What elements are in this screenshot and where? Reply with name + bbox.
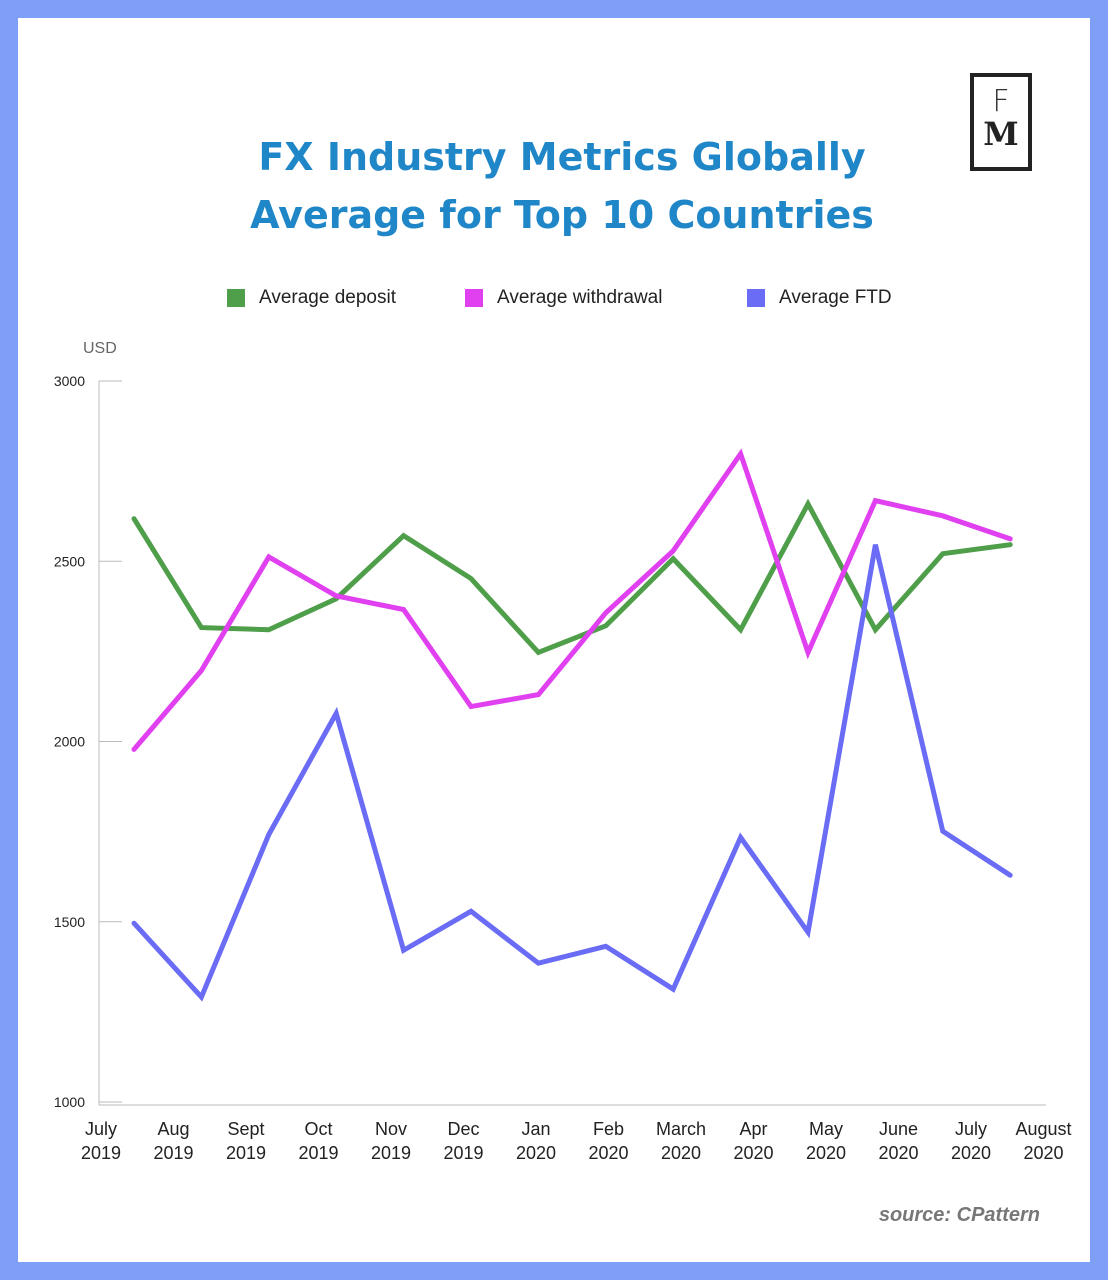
series-line-2: [131, 544, 1013, 1002]
x-tick-label: 2020: [1023, 1143, 1063, 1163]
legend-label: Average deposit: [259, 287, 396, 308]
x-tick-label: July: [955, 1119, 987, 1139]
fm-logo: F M: [970, 73, 1032, 171]
legend: Average deposit Average withdrawal Avera…: [0, 287, 1108, 313]
legend-swatch: [747, 289, 765, 307]
legend-item-deposit: Average deposit: [227, 287, 396, 309]
x-tick-label: 2019: [298, 1143, 338, 1163]
x-tick-label: 2020: [661, 1143, 701, 1163]
x-tick-label: 2019: [443, 1143, 483, 1163]
x-tick-label: 2020: [588, 1143, 628, 1163]
legend-label: Average FTD: [779, 287, 892, 308]
x-tick-label: Dec: [447, 1119, 479, 1139]
x-tick-label: Oct: [304, 1119, 332, 1139]
source-note: source: CPattern: [878, 1204, 1040, 1226]
y-tick-label: 1500: [54, 914, 85, 930]
legend-swatch: [227, 289, 245, 307]
x-tick-label: 2020: [951, 1143, 991, 1163]
x-tick-label: 2019: [371, 1143, 411, 1163]
series-line-0: [131, 498, 1013, 656]
y-tick-label: 2000: [54, 734, 85, 750]
series-line-1: [131, 448, 1013, 752]
legend-swatch: [465, 289, 483, 307]
x-tick-label: Apr: [739, 1119, 767, 1139]
x-tick-label: May: [809, 1119, 843, 1139]
x-tick-label: Feb: [593, 1119, 624, 1139]
legend-label: Average withdrawal: [497, 287, 663, 308]
x-tick-label: 2020: [878, 1143, 918, 1163]
logo-letter-f: F: [992, 84, 1010, 119]
x-tick-label: 2019: [226, 1143, 266, 1163]
legend-item-ftd: Average FTD: [747, 287, 892, 309]
y-tick-label: 1000: [54, 1094, 85, 1110]
x-tick-label: June: [879, 1119, 918, 1139]
legend-item-withdrawal: Average withdrawal: [465, 287, 662, 309]
x-tick-label: 2020: [516, 1143, 556, 1163]
y-tick-label: 3000: [54, 373, 85, 389]
x-tick-label: 2019: [153, 1143, 193, 1163]
y-tick-label: 2500: [54, 553, 85, 569]
x-tick-label: Jan: [521, 1119, 550, 1139]
x-tick-label: Sept: [227, 1119, 264, 1139]
x-tick-label: March: [656, 1119, 706, 1139]
x-tick-label: July: [85, 1119, 117, 1139]
logo-letter-m: M: [983, 115, 1019, 153]
title-line-2: Average for Top 10 Countries: [250, 193, 874, 237]
x-tick-label: 2020: [806, 1143, 846, 1163]
chart-card: [18, 18, 1090, 1262]
chart-title: FX Industry Metrics Globally Average for…: [0, 128, 1108, 244]
x-tick-label: 2019: [81, 1143, 121, 1163]
x-tick-label: August: [1015, 1119, 1071, 1139]
title-line-1: FX Industry Metrics Globally: [258, 135, 866, 179]
x-tick-label: Nov: [375, 1119, 407, 1139]
y-axis-label: USD: [83, 340, 117, 357]
x-tick-label: 2020: [733, 1143, 773, 1163]
x-tick-label: Aug: [157, 1119, 189, 1139]
